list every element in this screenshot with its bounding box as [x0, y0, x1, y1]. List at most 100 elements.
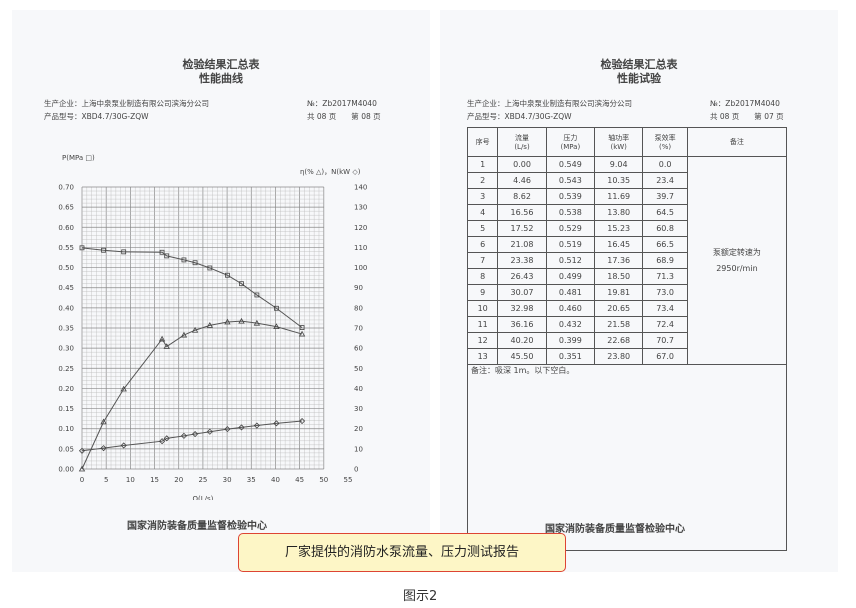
figure-label: 图示2	[403, 589, 438, 604]
table-cell: 7	[466, 252, 499, 269]
table-cell: 0.519	[545, 236, 596, 253]
x-tick-label: 45	[295, 476, 304, 484]
y-right-tick-label: 0	[354, 466, 358, 474]
data-point-diamond	[120, 442, 127, 449]
table-cell: 16.56	[497, 204, 547, 221]
x-tick-label: 40	[271, 476, 280, 484]
table-cell: 0.0	[642, 156, 688, 173]
table-cell: 6	[466, 236, 499, 253]
table-cell: 60.8	[642, 220, 688, 237]
left-model: 产品型号：XBD4.7/30G-ZQW	[44, 112, 149, 121]
data-point-triangle	[253, 319, 261, 326]
table-cell: 9.04	[594, 156, 644, 173]
x-tick-label: 35	[247, 476, 256, 484]
table-row: 7 23.38 0.512 17.36 68.9	[466, 252, 787, 269]
table-cell: 0.481	[545, 284, 596, 301]
table-cell: 12	[466, 332, 499, 349]
table-cell: 21.58	[594, 316, 644, 333]
y-right-tick-label: 10	[354, 445, 363, 453]
table-cell: 36.16	[497, 316, 547, 333]
table-cell: 73.4	[642, 300, 688, 317]
table-cell: 0.351	[545, 348, 596, 365]
table-row: 12 40.20 0.399 22.68 70.7	[466, 332, 787, 349]
data-point-square	[239, 281, 244, 287]
data-point-triangle	[78, 465, 86, 472]
table-cell: 39.7	[642, 188, 688, 205]
data-point-triangle	[273, 323, 280, 329]
right-sheet-performance-test: 检验结果汇总表 性能试验 生产企业：上海中泉泵业制造有限公司滨海分公司 产品型号…	[440, 10, 838, 572]
y-left-tick-label: 0.30	[58, 345, 74, 353]
y-left-axis-label: P(MPa □)	[62, 154, 95, 162]
table-cell: 68.9	[642, 252, 688, 269]
right-subtitle: 性能试验	[617, 72, 661, 85]
y-left-tick-label: 0.25	[58, 365, 74, 373]
table-cell: 8	[466, 268, 499, 285]
data-point-triangle	[238, 317, 245, 324]
table-cell: 67.0	[642, 348, 688, 365]
table-row: 10 32.98 0.460 20.65 73.4	[466, 300, 787, 317]
table-cell: 0.499	[545, 268, 596, 285]
column-header: 泵效率 (%)	[642, 127, 688, 157]
table-row: 11 36.16 0.432 21.58 72.4	[466, 316, 787, 333]
table-cell: 0.529	[545, 220, 596, 237]
table-cell: 16.45	[594, 236, 644, 253]
data-point-square	[164, 253, 170, 259]
table-cell: 45.50	[497, 348, 547, 365]
table-cell: 20.65	[594, 300, 644, 317]
table-cell: 2	[466, 172, 499, 189]
x-tick-label: 0	[80, 476, 84, 484]
y-left-tick-label: 0.70	[58, 184, 74, 192]
y-left-tick-label: 0.00	[58, 466, 74, 474]
data-point-diamond	[159, 438, 166, 445]
y-left-tick-label: 0.65	[58, 204, 74, 212]
table-cell: 17.52	[497, 220, 547, 237]
data-point-square	[299, 325, 305, 330]
y-right-axis-label: η(% △)，N(kW ◇)	[300, 168, 361, 176]
left-pages: 共 08 页 第 08 页	[307, 112, 381, 121]
series-line-η	[81, 320, 303, 470]
table-cell: 0.543	[545, 172, 596, 189]
x-tick-label: 15	[150, 476, 159, 484]
table-cell: 4	[466, 204, 499, 221]
y-left-tick-label: 0.50	[58, 264, 74, 272]
data-point-diamond	[273, 420, 280, 427]
data-point-triangle	[298, 330, 306, 337]
left-title: 检验结果汇总表	[182, 58, 260, 71]
table-cell: 73.0	[642, 284, 688, 301]
table-cell: 15.23	[594, 220, 644, 237]
table-cell: 0.539	[545, 188, 596, 205]
data-point-triangle	[224, 318, 231, 325]
data-point-diamond	[100, 445, 107, 452]
y-right-tick-label: 20	[354, 425, 363, 433]
data-point-diamond	[253, 422, 260, 429]
table-row: 1 0.00 0.549 9.04 0.0 泵额定转速为 2950r/min	[466, 156, 788, 365]
x-tick-label: 50	[319, 476, 328, 484]
table-cell: 0.538	[545, 204, 596, 221]
table-cell: 0.549	[545, 156, 596, 173]
data-point-square	[121, 249, 127, 255]
y-left-tick-label: 0.45	[58, 284, 74, 292]
table-cell: 10.35	[594, 172, 644, 189]
x-tick-label: 20	[174, 476, 183, 484]
data-point-square	[101, 247, 106, 253]
y-left-tick-label: 0.20	[58, 385, 74, 393]
y-left-tick-label: 0.15	[58, 405, 74, 413]
data-point-triangle	[180, 331, 188, 338]
test-results-table: 序号 流量 (L/s) 压力 (MPa) 轴功率 (kW) 泵效率 (%) 备注 1 0.0…	[466, 127, 788, 551]
data-point-square	[254, 292, 260, 298]
table-row: 13 45.50 0.351 23.80 67.0	[466, 348, 787, 365]
series-line-P	[81, 247, 303, 328]
table-cell: 0.432	[545, 316, 596, 333]
table-cell: 11	[466, 316, 499, 333]
y-right-tick-label: 110	[354, 244, 367, 252]
table-cell: 13	[466, 348, 499, 365]
column-header: 备注	[686, 127, 788, 157]
y-left-tick-label: 0.40	[58, 304, 74, 312]
column-header: 轴功率 (kW)	[594, 127, 644, 157]
table-cell: 72.4	[642, 316, 688, 333]
table-cell: 70.7	[642, 332, 688, 349]
table-cell: 4.46	[497, 172, 547, 189]
data-point-triangle	[191, 326, 199, 333]
data-point-triangle	[163, 343, 170, 349]
right-model: 产品型号：XBD4.7/30G-ZQW	[467, 112, 572, 121]
